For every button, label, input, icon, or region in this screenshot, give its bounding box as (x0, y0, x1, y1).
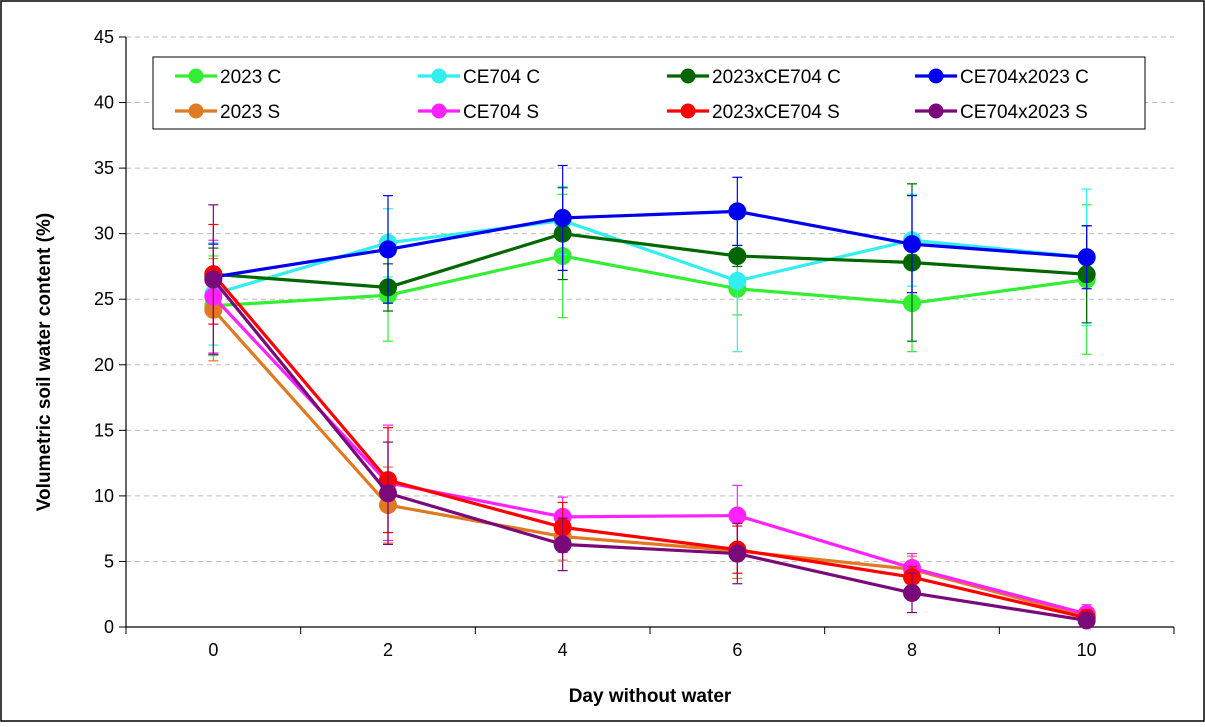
legend-label: 2023 C (220, 67, 281, 88)
legend-item-ce704x2023-s: CE704x2023 S (915, 102, 1088, 123)
legend-item-2023-s: 2023 S (175, 102, 280, 123)
series-line (213, 254, 1087, 308)
series-line (213, 209, 1087, 279)
data-point (1077, 248, 1096, 267)
y-tick-label-20: 20 (94, 355, 114, 375)
series-line (212, 218, 1087, 296)
y-axis-title: Volumetric soil water content (%) (34, 213, 55, 511)
legend-item-ce704-c: CE704 C (418, 67, 540, 88)
axes: 0 5 10 15 20 25 30 35 40 45 0 2 4 6 8 10 (94, 27, 1175, 660)
data-point (379, 484, 397, 503)
series-layer (204, 164, 1096, 630)
legend-swatch-marker (928, 68, 944, 84)
data-point (553, 208, 572, 227)
x-tick-label-0: 0 (208, 640, 218, 660)
legend-swatch-marker (188, 103, 204, 119)
series-line (212, 295, 1088, 616)
legend-swatch-marker (680, 103, 696, 119)
data-point (553, 535, 572, 554)
legend-box (152, 56, 1146, 130)
legend-swatch-marker (431, 68, 447, 84)
series-line (213, 232, 1087, 290)
series-line (212, 278, 1087, 623)
x-tick-label-8: 8 (907, 640, 917, 660)
legend-item-ce704-s: CE704 S (418, 102, 539, 123)
series-ce704x2023-s (204, 204, 1096, 630)
legend-item-2023-c: 2023 C (175, 67, 281, 88)
y-tick-label-5: 5 (104, 551, 114, 571)
legend-item-ce704x2023-c: CE704x2023 C (915, 67, 1089, 88)
x-tick-label-2: 2 (383, 640, 393, 660)
y-tick-label-25: 25 (94, 289, 114, 309)
y-tick-label-0: 0 (104, 617, 114, 637)
data-point (728, 202, 747, 221)
y-tick-label-15: 15 (94, 420, 114, 440)
y-tick-label-30: 30 (94, 224, 114, 244)
data-point (379, 240, 397, 259)
data-point (1077, 611, 1096, 630)
data-point (204, 270, 223, 289)
data-point (728, 246, 747, 265)
legend-swatch-marker (928, 103, 944, 119)
legend-swatch-marker (680, 68, 696, 84)
legend-swatch-marker (431, 103, 447, 119)
data-point (903, 235, 921, 254)
gridlines (126, 36, 1174, 562)
legend-label: 2023 S (220, 102, 280, 123)
legend-item-2023xce704-s: 2023xCE704 S (667, 102, 840, 123)
legend: 2023 C CE704 C 2023xCE704 C CE704x2023 C 202… (152, 56, 1146, 130)
legend-label: CE704x2023 C (960, 67, 1089, 88)
data-point (903, 583, 921, 602)
y-tick-label-10: 10 (94, 486, 114, 506)
legend-label: CE704 S (463, 102, 539, 123)
data-point (728, 271, 747, 290)
legend-label: 2023xCE704 S (712, 102, 840, 123)
x-tick-label-6: 6 (732, 640, 742, 660)
legend-item-2023xce704-c: 2023xCE704 C (667, 67, 841, 88)
y-tick-label-40: 40 (94, 93, 114, 113)
x-tick-label-4: 4 (558, 640, 568, 660)
data-point (728, 544, 747, 563)
series-line (212, 273, 1088, 620)
x-tick-label-10: 10 (1077, 640, 1097, 660)
y-tick-label-45: 45 (94, 27, 114, 47)
legend-label: CE704 C (463, 67, 540, 88)
data-point (728, 506, 747, 525)
legend-label: CE704x2023 S (960, 102, 1088, 123)
x-axis-title: Day without water (569, 686, 732, 707)
legend-label: 2023xCE704 C (712, 67, 841, 88)
y-tick-label-35: 35 (94, 158, 114, 178)
legend-swatch-marker (188, 68, 204, 84)
